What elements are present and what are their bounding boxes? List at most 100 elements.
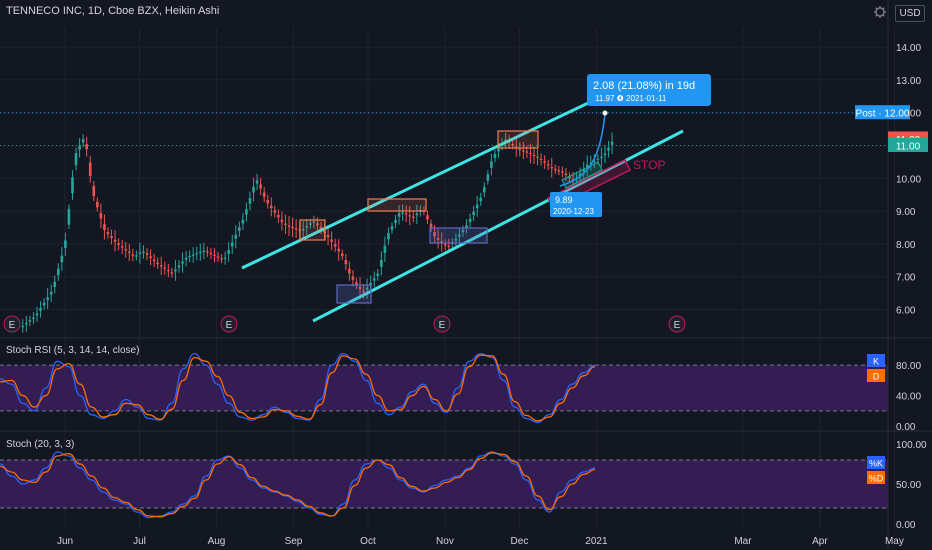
stoch-d-tag: %D <box>869 474 884 484</box>
entry-label-box <box>550 192 602 217</box>
candle-body <box>291 226 294 229</box>
candle-body <box>213 254 216 256</box>
stoch-rsi-k-tag-box <box>867 354 885 367</box>
candle-body <box>404 213 408 215</box>
stoch-series-%D <box>0 452 596 518</box>
candle-body <box>259 184 262 189</box>
stoch-d-tag-box <box>867 471 885 484</box>
candle-body <box>550 167 554 169</box>
target-callout-line1: 2.08 (21.08%) in 19d <box>593 80 695 92</box>
candle-body <box>49 291 53 295</box>
candle-body <box>561 171 564 173</box>
candle-body <box>220 258 223 260</box>
candle-body <box>67 208 71 225</box>
candle-body <box>280 219 284 223</box>
candle-body <box>269 205 273 209</box>
candle-body <box>355 282 358 285</box>
candle-body <box>557 170 561 172</box>
candle-body <box>433 232 436 237</box>
channel-upper-line <box>241 93 606 270</box>
stoch-rsi-y-tick: 0.00 <box>896 422 916 433</box>
candle-body <box>305 226 309 228</box>
candle-body <box>32 317 35 319</box>
candle-body <box>337 248 341 252</box>
candle-body <box>117 243 120 246</box>
candle-body <box>227 250 230 254</box>
earnings-marker-label: E <box>674 320 681 331</box>
candle-body <box>131 254 135 256</box>
price-tag-label: Post · 12.00 <box>856 109 910 120</box>
currency-badge[interactable]: USD <box>895 5 925 22</box>
candle-body <box>376 273 380 276</box>
candle-body <box>362 290 365 293</box>
candle-body <box>461 229 465 233</box>
candle-body <box>206 251 209 253</box>
candle-body <box>92 185 96 197</box>
stoch-rsi-k-tag: K <box>873 357 879 367</box>
candle-body <box>273 210 277 213</box>
gear-icon-tooth <box>875 7 878 10</box>
candle-body <box>149 256 152 259</box>
x-tick-label: Oct <box>360 536 376 547</box>
candle-body <box>170 272 174 274</box>
entry-label-price: 9.89 <box>555 195 573 205</box>
candle-body <box>42 302 46 306</box>
candle-body <box>600 156 603 158</box>
candle-body <box>309 223 312 225</box>
earnings-marker-label: E <box>9 320 16 331</box>
candle-body <box>596 158 600 160</box>
candle-body <box>465 225 468 228</box>
candle-body <box>60 255 64 263</box>
candle-body <box>344 260 348 265</box>
gear-icon[interactable] <box>874 6 886 18</box>
candle-body <box>585 164 589 167</box>
candle-body <box>578 173 582 176</box>
candle-body <box>582 168 585 172</box>
candle-body <box>553 169 557 171</box>
x-tick-label: 2021 <box>585 536 608 547</box>
stoch-rsi-band <box>0 365 888 411</box>
candle-body <box>390 226 394 230</box>
candle-body <box>372 278 376 281</box>
entry-label-date: 2020-12-23 <box>553 207 594 216</box>
candle-body <box>262 192 266 197</box>
candle-body <box>525 151 529 153</box>
candle-body <box>113 239 117 242</box>
candle-body <box>188 255 191 258</box>
candle-body <box>440 241 443 243</box>
stoch-y-tick: 50.00 <box>896 480 921 491</box>
target-callout-box <box>587 74 711 106</box>
candle-body <box>436 238 440 240</box>
candle-body <box>248 198 252 204</box>
candle-body <box>81 139 85 143</box>
candle-body <box>387 232 390 240</box>
chart-title: TENNECO INC, 1D, Cboe BZX, Heikin Ashi <box>6 5 220 17</box>
candle-body <box>316 223 319 226</box>
candle-body <box>53 281 57 287</box>
candle-body <box>312 221 316 223</box>
y-tick-label: 14.00 <box>896 43 921 54</box>
candle-body <box>202 250 206 252</box>
candle-body <box>546 164 550 166</box>
candle-body <box>177 265 181 268</box>
candle-body <box>124 249 128 251</box>
x-tick-label: Sep <box>285 536 303 547</box>
candle-body <box>397 213 401 217</box>
candle-body <box>486 174 490 181</box>
candle-body <box>28 320 32 322</box>
candle-body <box>216 256 220 258</box>
stoch-band <box>0 460 888 508</box>
candle-body <box>174 269 177 272</box>
y-tick-label: 8.00 <box>896 240 916 251</box>
candle-body <box>195 253 199 255</box>
candle-body <box>266 200 270 204</box>
stoch-rsi-y-tick: 40.00 <box>896 392 921 403</box>
candle-body <box>589 162 593 164</box>
x-tick-label: Jul <box>133 536 146 547</box>
gear-icon-tooth <box>882 7 885 10</box>
candle-body <box>536 156 539 158</box>
candle-body <box>358 286 362 290</box>
candle-body <box>156 262 159 265</box>
x-tick-label: Dec <box>511 536 529 547</box>
